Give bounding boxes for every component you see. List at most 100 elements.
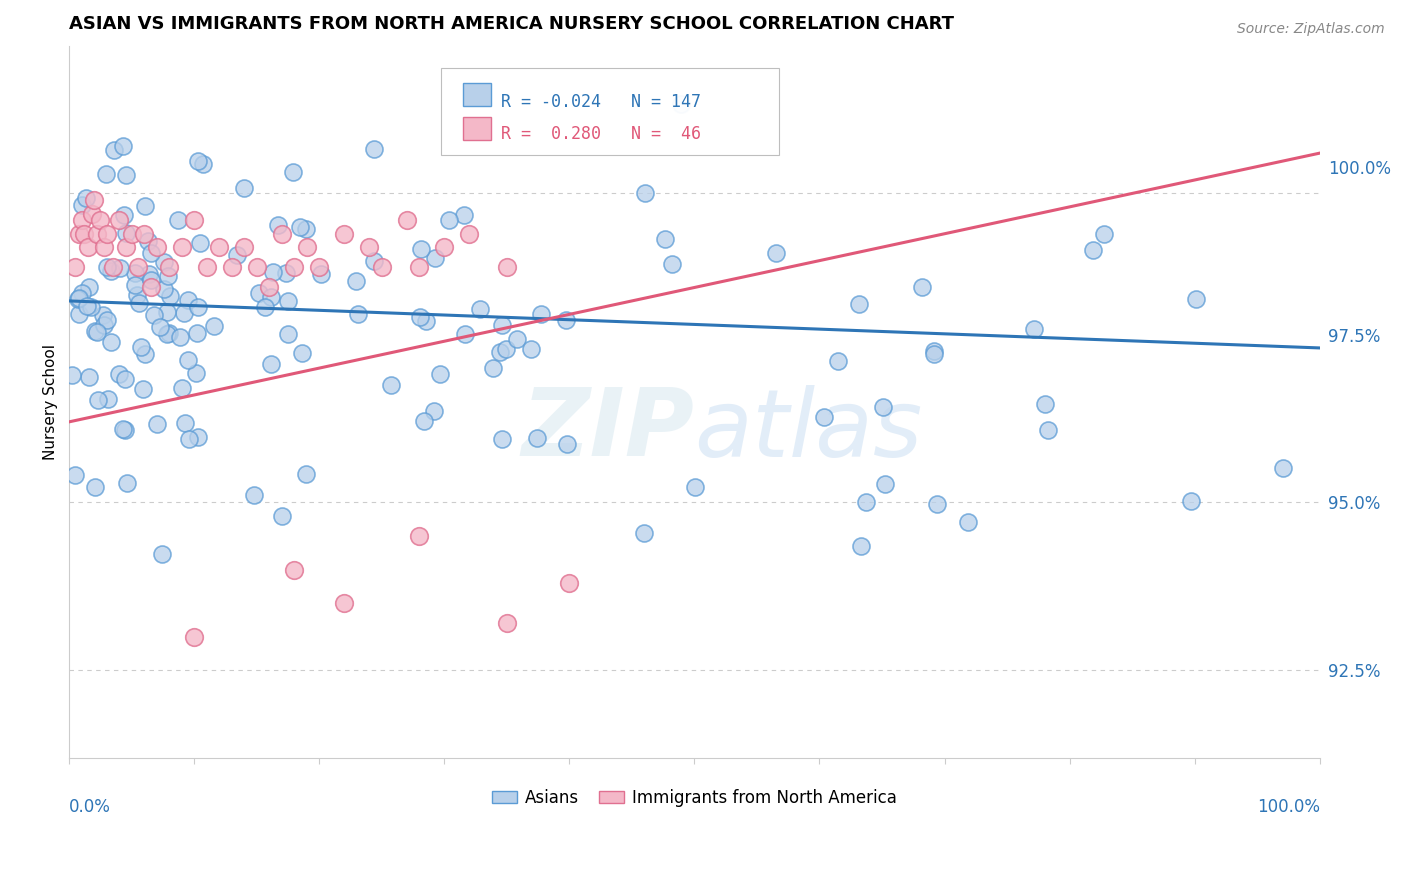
Point xyxy=(152,255,174,269)
Point xyxy=(520,342,543,356)
Point xyxy=(661,257,683,271)
Point xyxy=(131,382,153,396)
Point xyxy=(1033,397,1056,411)
Point xyxy=(76,299,98,313)
Point xyxy=(127,288,149,302)
Point xyxy=(177,293,200,307)
Point xyxy=(124,266,146,280)
Point xyxy=(506,333,529,347)
Point xyxy=(1038,423,1060,437)
Text: 0.0%: 0.0% xyxy=(69,798,111,816)
Point xyxy=(183,630,205,644)
Point xyxy=(193,157,215,171)
Point xyxy=(283,563,305,577)
Point xyxy=(114,240,136,254)
Point xyxy=(295,467,318,482)
Point xyxy=(167,212,190,227)
Point xyxy=(1092,227,1115,242)
Point xyxy=(634,186,657,201)
Point xyxy=(67,291,90,305)
Point xyxy=(1185,293,1208,307)
Point xyxy=(173,416,195,430)
Point xyxy=(96,312,118,326)
Point xyxy=(557,437,579,451)
Point xyxy=(246,260,269,275)
Point xyxy=(309,268,332,282)
Point xyxy=(363,142,385,156)
Point xyxy=(1022,321,1045,335)
Point xyxy=(260,357,283,371)
Point xyxy=(295,222,318,236)
Point xyxy=(470,301,492,316)
Point xyxy=(66,292,89,306)
Point xyxy=(927,497,949,511)
Text: ASIAN VS IMMIGRANTS FROM NORTH AMERICA NURSERY SCHOOL CORRELATION CHART: ASIAN VS IMMIGRANTS FROM NORTH AMERICA N… xyxy=(69,15,955,33)
Point xyxy=(127,260,149,275)
Point xyxy=(259,291,281,305)
Point xyxy=(924,344,946,359)
Point xyxy=(93,240,115,254)
Point xyxy=(156,268,179,283)
Point xyxy=(412,414,434,428)
Point xyxy=(1083,244,1105,258)
Point xyxy=(188,235,211,250)
Point xyxy=(415,314,437,328)
Point xyxy=(139,280,162,294)
Point xyxy=(226,248,249,262)
Point xyxy=(75,191,97,205)
Point xyxy=(96,260,118,274)
Point xyxy=(411,242,433,256)
Point xyxy=(270,227,292,241)
Point xyxy=(347,307,370,321)
Point xyxy=(86,227,108,241)
Point xyxy=(89,213,111,227)
Text: atlas: atlas xyxy=(695,384,922,475)
Point xyxy=(554,312,576,326)
Point xyxy=(221,260,243,275)
Legend: Asians, Immigrants from North America: Asians, Immigrants from North America xyxy=(485,782,904,814)
Point xyxy=(333,227,356,241)
Point xyxy=(139,246,162,260)
Text: R = -0.024   N = 147: R = -0.024 N = 147 xyxy=(501,93,700,111)
Point xyxy=(101,260,124,275)
Point xyxy=(124,278,146,293)
Point xyxy=(83,193,105,207)
Point xyxy=(173,306,195,320)
Point xyxy=(482,361,505,376)
Point xyxy=(139,273,162,287)
Point xyxy=(86,326,108,340)
Point xyxy=(683,480,706,494)
Text: 100.0%: 100.0% xyxy=(1257,798,1320,816)
Point xyxy=(65,467,87,482)
Point xyxy=(108,367,131,381)
Point xyxy=(134,227,156,241)
Point xyxy=(363,254,385,268)
Point xyxy=(276,326,298,341)
Point xyxy=(495,343,517,357)
Point xyxy=(262,265,284,279)
Point xyxy=(70,285,93,300)
Point xyxy=(922,347,945,361)
Point xyxy=(73,227,96,241)
Point xyxy=(153,282,176,296)
Point xyxy=(143,309,166,323)
Point xyxy=(1180,493,1202,508)
Point xyxy=(148,320,170,334)
Point xyxy=(159,289,181,303)
Point xyxy=(454,326,477,341)
Point xyxy=(156,326,179,341)
Point xyxy=(911,279,934,293)
Point xyxy=(115,168,138,182)
Point xyxy=(128,295,150,310)
Point xyxy=(77,370,100,384)
Point xyxy=(526,432,548,446)
Point xyxy=(765,246,787,260)
Point xyxy=(80,206,103,220)
Point xyxy=(114,372,136,386)
Point xyxy=(283,165,305,179)
Point xyxy=(150,547,173,561)
Point xyxy=(288,219,311,234)
Point xyxy=(295,240,318,254)
Point xyxy=(170,381,193,395)
Point xyxy=(156,305,179,319)
